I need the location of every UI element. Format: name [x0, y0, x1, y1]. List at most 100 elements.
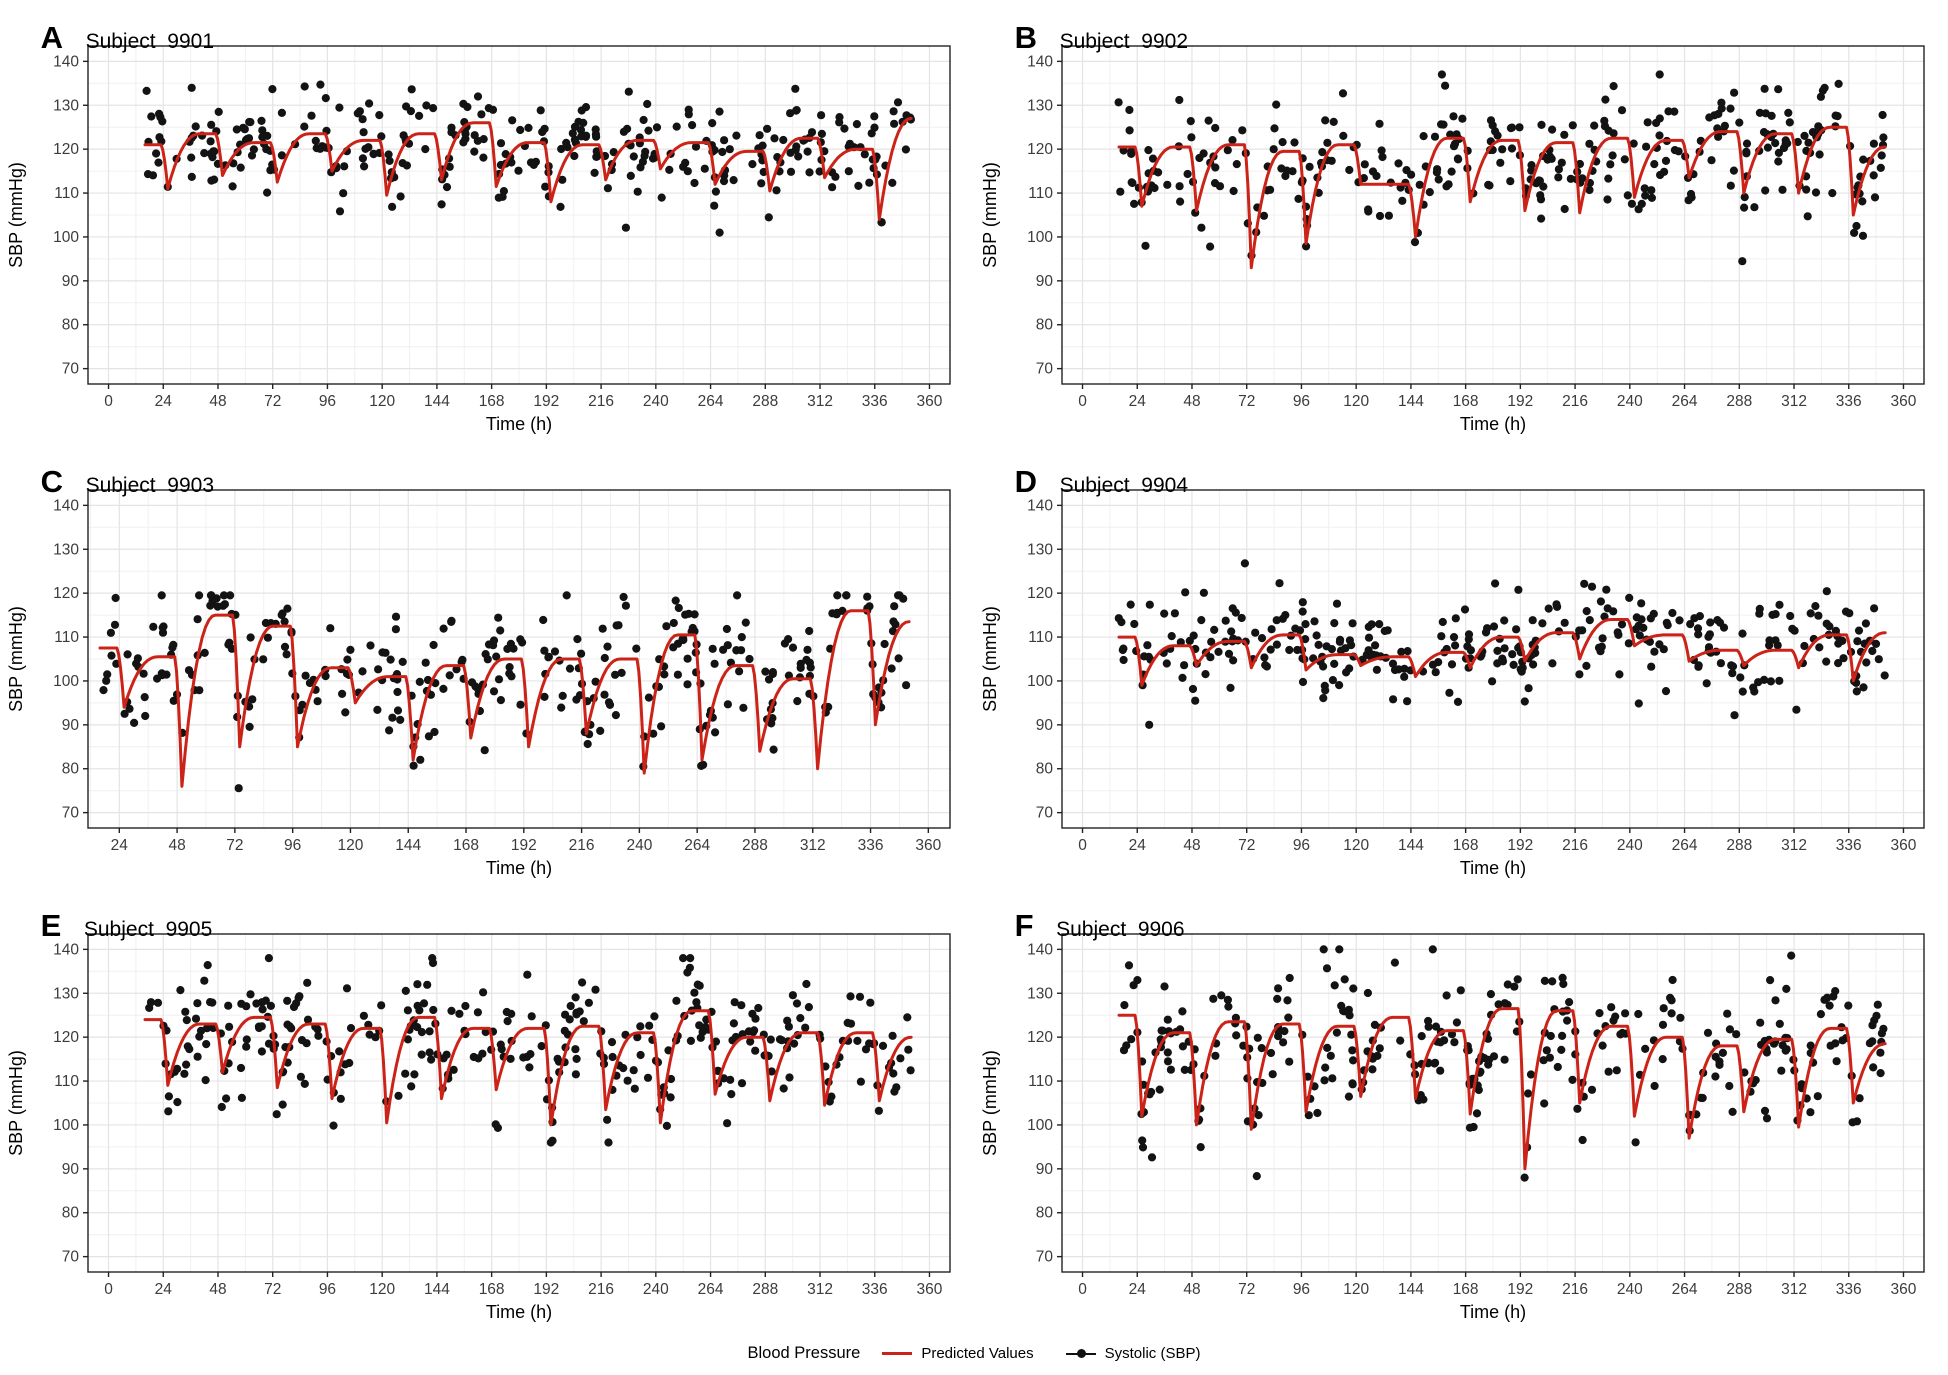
svg-text:90: 90	[62, 273, 80, 290]
svg-text:120: 120	[1343, 1281, 1369, 1298]
svg-text:192: 192	[1507, 393, 1533, 410]
svg-text:100: 100	[53, 673, 79, 690]
svg-text:Time (h): Time (h)	[1460, 414, 1526, 434]
svg-text:130: 130	[53, 541, 79, 558]
svg-text:72: 72	[264, 393, 281, 410]
svg-text:216: 216	[588, 1281, 614, 1298]
panel-e-plot: 0 24 48 72 96 120 144 168 192 216 240 264 288 312 336 3…	[6, 933, 951, 1322]
svg-text:80: 80	[1036, 761, 1054, 778]
svg-text:96: 96	[1293, 393, 1310, 410]
svg-text:SBP (mmHg): SBP (mmHg)	[980, 606, 1000, 712]
panel-c: C Subject 9903 24 48 72 96 120 144 168 192 216 240…	[0, 444, 974, 888]
svg-text:312: 312	[807, 1281, 833, 1298]
svg-text:120: 120	[1027, 1029, 1053, 1046]
svg-text:312: 312	[800, 837, 826, 854]
panel-a-header: A Subject 9901	[14, 2, 214, 74]
svg-text:72: 72	[1238, 393, 1255, 410]
panel-c-plot: 24 48 72 96 120 144 168 192 216 240 264 288 312 336 36…	[6, 489, 951, 878]
svg-text:192: 192	[533, 393, 559, 410]
svg-text:24: 24	[1129, 393, 1147, 410]
svg-text:0: 0	[104, 393, 113, 410]
svg-text:312: 312	[807, 393, 833, 410]
svg-text:120: 120	[369, 393, 395, 410]
svg-text:90: 90	[62, 1161, 80, 1178]
svg-text:0: 0	[1078, 393, 1087, 410]
panel-b-header: B Subject 9902	[988, 2, 1188, 74]
svg-text:168: 168	[1453, 837, 1479, 854]
legend-title: Blood Pressure	[747, 1344, 861, 1362]
svg-text:24: 24	[1129, 837, 1147, 854]
svg-text:336: 336	[862, 1281, 888, 1298]
panel-e-letter: E	[40, 908, 62, 943]
svg-text:Time (h): Time (h)	[486, 858, 552, 878]
svg-text:168: 168	[479, 393, 505, 410]
svg-text:130: 130	[53, 97, 79, 114]
predicted-values-line-icon	[882, 1352, 913, 1355]
svg-text:240: 240	[1617, 837, 1643, 854]
svg-text:96: 96	[319, 393, 336, 410]
svg-text:264: 264	[698, 393, 724, 410]
panel-a-title: Subject 9901	[85, 30, 214, 53]
svg-text:130: 130	[1027, 985, 1053, 1002]
svg-text:144: 144	[1398, 393, 1424, 410]
systolic-point-icon	[1065, 1349, 1096, 1358]
svg-text:110: 110	[1028, 629, 1053, 646]
svg-text:288: 288	[1726, 837, 1752, 854]
svg-text:312: 312	[1781, 393, 1807, 410]
svg-text:90: 90	[1036, 273, 1054, 290]
svg-text:140: 140	[53, 53, 79, 70]
svg-text:216: 216	[569, 837, 595, 854]
svg-text:Time (h): Time (h)	[1460, 858, 1526, 878]
svg-text:216: 216	[1562, 837, 1588, 854]
svg-text:360: 360	[915, 837, 941, 854]
panel-c-header: C Subject 9903	[14, 446, 214, 518]
svg-text:360: 360	[1891, 837, 1917, 854]
svg-text:240: 240	[643, 1281, 669, 1298]
svg-text:48: 48	[1183, 393, 1200, 410]
svg-text:360: 360	[1891, 1281, 1917, 1298]
svg-text:168: 168	[479, 1281, 505, 1298]
panel-c-title: Subject 9903	[85, 474, 214, 497]
panel-d-plot: 0 24 48 72 96 120 144 168 192 216 240 264 288 312 336 3…	[980, 489, 1925, 878]
svg-text:70: 70	[1036, 1249, 1054, 1266]
svg-text:192: 192	[1507, 837, 1533, 854]
panel-b: B Subject 9902 0 24 48 72 96 120 144 168 192 216 24…	[974, 0, 1948, 444]
svg-text:Time (h): Time (h)	[486, 1302, 552, 1322]
svg-text:240: 240	[643, 393, 669, 410]
svg-text:336: 336	[1836, 1281, 1862, 1298]
svg-text:SBP (mmHg): SBP (mmHg)	[6, 162, 26, 268]
svg-text:80: 80	[62, 761, 80, 778]
svg-text:48: 48	[1183, 837, 1200, 854]
legend-item-label: Systolic (SBP)	[1104, 1345, 1201, 1362]
svg-text:Time (h): Time (h)	[486, 414, 552, 434]
svg-text:90: 90	[62, 717, 80, 734]
panel-e-header: E Subject 9905	[14, 890, 213, 962]
svg-text:110: 110	[1028, 1073, 1053, 1090]
svg-text:264: 264	[1672, 393, 1698, 410]
svg-text:336: 336	[858, 837, 884, 854]
svg-text:264: 264	[1672, 1281, 1698, 1298]
svg-text:140: 140	[1027, 53, 1053, 70]
svg-text:96: 96	[284, 837, 301, 854]
svg-text:168: 168	[1453, 393, 1479, 410]
svg-text:312: 312	[1781, 837, 1807, 854]
svg-text:SBP (mmHg): SBP (mmHg)	[6, 606, 26, 712]
svg-text:140: 140	[1027, 497, 1053, 514]
svg-text:70: 70	[62, 361, 80, 378]
svg-text:0: 0	[1078, 1281, 1087, 1298]
svg-text:130: 130	[1027, 541, 1053, 558]
svg-text:240: 240	[626, 837, 652, 854]
svg-text:130: 130	[1027, 97, 1053, 114]
svg-text:130: 130	[53, 985, 79, 1002]
svg-text:48: 48	[209, 393, 226, 410]
svg-text:360: 360	[917, 1281, 943, 1298]
svg-text:240: 240	[1617, 393, 1643, 410]
svg-text:264: 264	[698, 1281, 724, 1298]
svg-text:72: 72	[1238, 837, 1255, 854]
panel-b-letter: B	[1014, 20, 1038, 55]
svg-text:312: 312	[1781, 1281, 1807, 1298]
svg-text:24: 24	[155, 1281, 173, 1298]
svg-text:72: 72	[1238, 1281, 1255, 1298]
panel-a: A Subject 9901 0 24 48 72 96 120 144 168 192 216 24…	[0, 0, 974, 444]
panel-f-letter: F	[1014, 908, 1035, 943]
